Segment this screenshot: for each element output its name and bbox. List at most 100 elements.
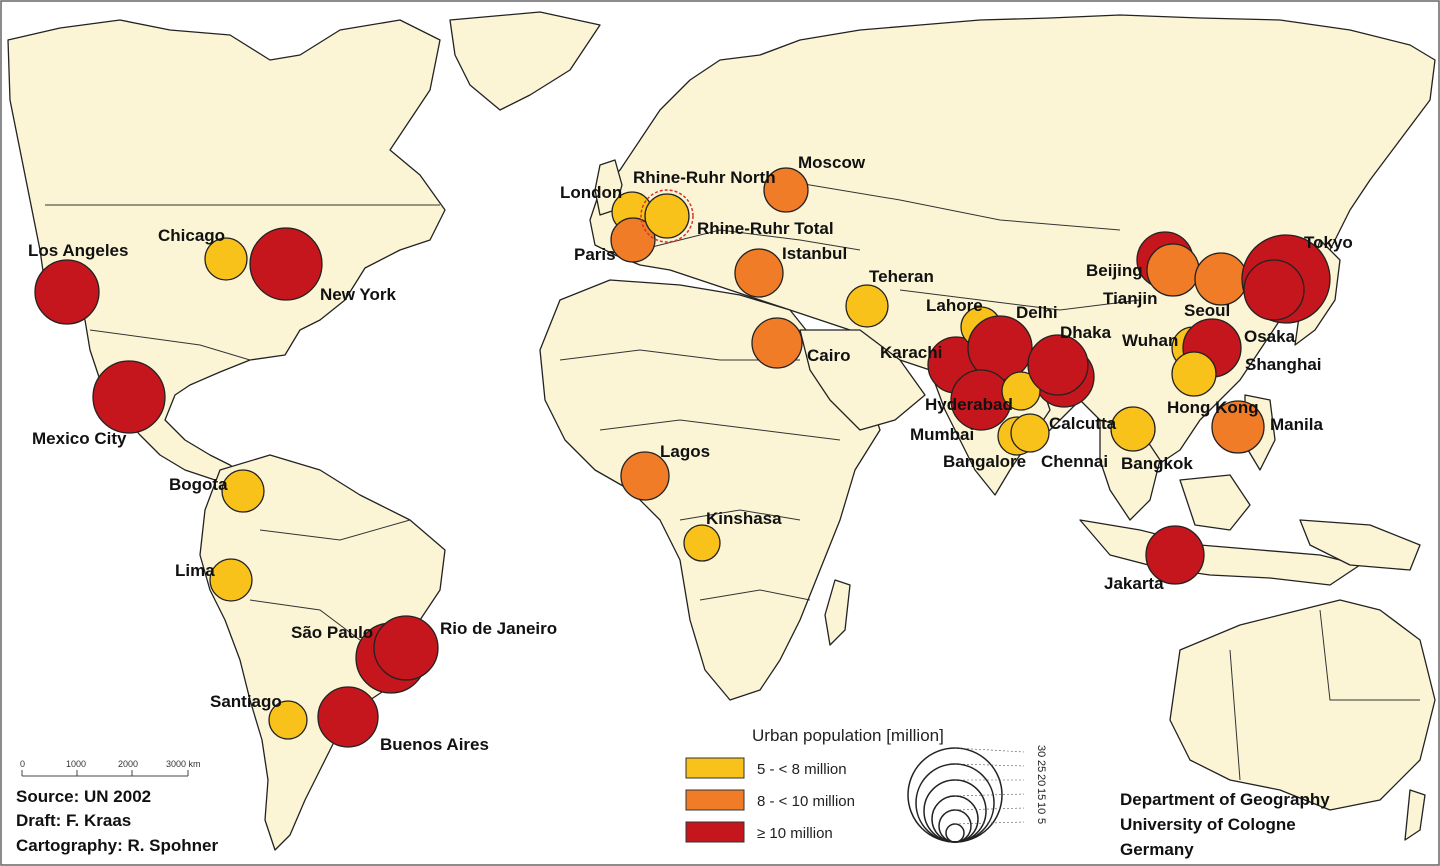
city-label-calcutta: Calcutta <box>1049 414 1117 433</box>
city-label-tianjin: Tianjin <box>1103 289 1157 308</box>
arabia-land <box>799 329 926 431</box>
credit-source: Source: UN 2002 <box>16 787 151 806</box>
city-label-kinshasa: Kinshasa <box>706 509 782 528</box>
city-label-paris: Paris <box>574 245 616 264</box>
size-label-5: 5 <box>1035 818 1047 824</box>
city-marker-lagos <box>620 451 670 501</box>
us-mexico-border <box>89 329 251 361</box>
city-label-bangalore: Bangalore <box>943 452 1026 471</box>
institution-line-3: Germany <box>1120 840 1194 859</box>
russia-border <box>779 179 1121 231</box>
city-label-seoul: Seoul <box>1184 301 1230 320</box>
size-leader-15 <box>954 793 1025 797</box>
central-africa-border <box>679 509 801 521</box>
city-label-chennai: Chennai <box>1041 452 1108 471</box>
australia-land <box>1169 599 1436 811</box>
legend-title: Urban population [million] <box>752 726 944 745</box>
city-label-karachi: Karachi <box>880 343 942 362</box>
credit-cartography: Cartography: R. Spohner <box>16 836 219 855</box>
institution-line-1: Department of Geography <box>1120 790 1330 809</box>
credit-draft: Draft: F. Kraas <box>16 811 131 830</box>
city-marker-rio-de-janeiro <box>373 615 439 681</box>
city-marker-hong-kong <box>1171 351 1217 397</box>
city-marker-lima <box>209 558 253 602</box>
city-label-hong-kong: Hong Kong <box>1167 398 1259 417</box>
city-label-delhi: Delhi <box>1016 303 1058 322</box>
city-marker-bangkok <box>1110 406 1156 452</box>
south-america-border <box>259 519 411 541</box>
city-label-mumbai: Mumbai <box>910 425 974 444</box>
city-label-los-angeles: Los Angeles <box>28 241 128 260</box>
city-marker-cairo <box>751 317 803 369</box>
southern-africa-border <box>699 589 811 601</box>
australia-border-1 <box>1229 649 1241 781</box>
city-label-chicago: Chicago <box>158 226 225 245</box>
city-marker-calcutta <box>1027 334 1089 396</box>
city-marker-kinshasa <box>683 524 721 562</box>
city-marker-istanbul <box>734 248 784 298</box>
city-label-rio-de-janeiro: Rio de Janeiro <box>440 619 557 638</box>
city-marker-rhine-ruhr-total <box>640 189 694 243</box>
city-label-tokyo: Tokyo <box>1304 233 1353 252</box>
institution-line-2: University of Cologne <box>1120 815 1296 834</box>
scale-bar: 0 1000 2000 3000 km <box>20 759 201 777</box>
scale-label-1000: 1000 <box>66 759 86 769</box>
south-america-land <box>199 454 446 851</box>
europe-border <box>639 229 861 251</box>
city-label-osaka: Osaka <box>1244 327 1296 346</box>
credits: Source: UN 2002 Draft: F. Kraas Cartogra… <box>16 787 219 855</box>
size-leader-10 <box>954 807 1025 811</box>
size-leader-30 <box>954 747 1025 753</box>
africa-land <box>539 279 881 701</box>
size-leader-5 <box>954 821 1025 825</box>
sahel-border <box>599 419 841 441</box>
city-label-s-o-paulo: São Paulo <box>291 623 373 642</box>
city-marker-hyderabad <box>1001 371 1041 411</box>
scale-label-0: 0 <box>20 759 25 769</box>
city-label-teheran: Teheran <box>869 267 934 286</box>
city-label-lahore: Lahore <box>926 296 983 315</box>
city-label-shanghai: Shanghai <box>1245 355 1322 374</box>
city-marker-teheran <box>845 284 889 328</box>
city-marker-osaka <box>1243 259 1305 321</box>
city-marker-rhine-ruhr-north <box>644 193 690 239</box>
central-asia-border <box>899 289 1141 311</box>
size-label-30: 30 <box>1035 745 1047 757</box>
city-label-mexico-city: Mexico City <box>32 429 127 448</box>
city-label-hyderabad: Hyderabad <box>925 395 1013 414</box>
city-label-new-york: New York <box>320 285 396 304</box>
city-marker-chennai <box>1010 413 1050 453</box>
size-leader-25 <box>954 763 1025 767</box>
size-label-25: 25 <box>1035 760 1047 772</box>
city-label-cairo: Cairo <box>807 346 850 365</box>
city-marker-buenos-aires <box>317 686 379 748</box>
city-marker-bogota <box>221 469 265 513</box>
legend-swatch-5-8 <box>685 757 745 779</box>
country-borders <box>45 179 1420 781</box>
city-label-beijing: Beijing <box>1086 261 1143 280</box>
city-label-rhine-ruhr-north: Rhine-Ruhr North <box>633 168 776 187</box>
south-america-border-2 <box>249 599 361 641</box>
city-marker-moscow <box>763 167 809 213</box>
australia-border-2 <box>1319 609 1420 701</box>
city-label-london: London <box>560 183 622 202</box>
city-label-dhaka: Dhaka <box>1060 323 1112 342</box>
legend: Urban population [million] 5 - < 8 milli… <box>685 726 1047 843</box>
city-markers <box>34 167 1331 748</box>
city-labels: Los Angeles Chicago New York Mexico City Bog… <box>28 153 1353 754</box>
city-marker-chicago <box>204 237 248 281</box>
legend-swatch-10-plus <box>685 821 745 843</box>
legend-label-5-8: 5 - < 8 million <box>757 761 847 778</box>
legend-label-8-10: 8 - < 10 million <box>757 793 855 810</box>
legend-swatch-8-10 <box>685 789 745 811</box>
city-label-buenos-aires: Buenos Aires <box>380 735 489 754</box>
city-marker-santiago <box>268 700 308 740</box>
city-label-bogota: Bogota <box>169 475 228 494</box>
scale-label-3000: 3000 km <box>166 759 201 769</box>
institution-block: Department of Geography University of Co… <box>1120 790 1330 859</box>
legend-label-10-plus: ≥ 10 million <box>757 825 833 842</box>
city-marker-mexico-city <box>92 360 166 434</box>
new-guinea-land <box>1299 519 1421 571</box>
